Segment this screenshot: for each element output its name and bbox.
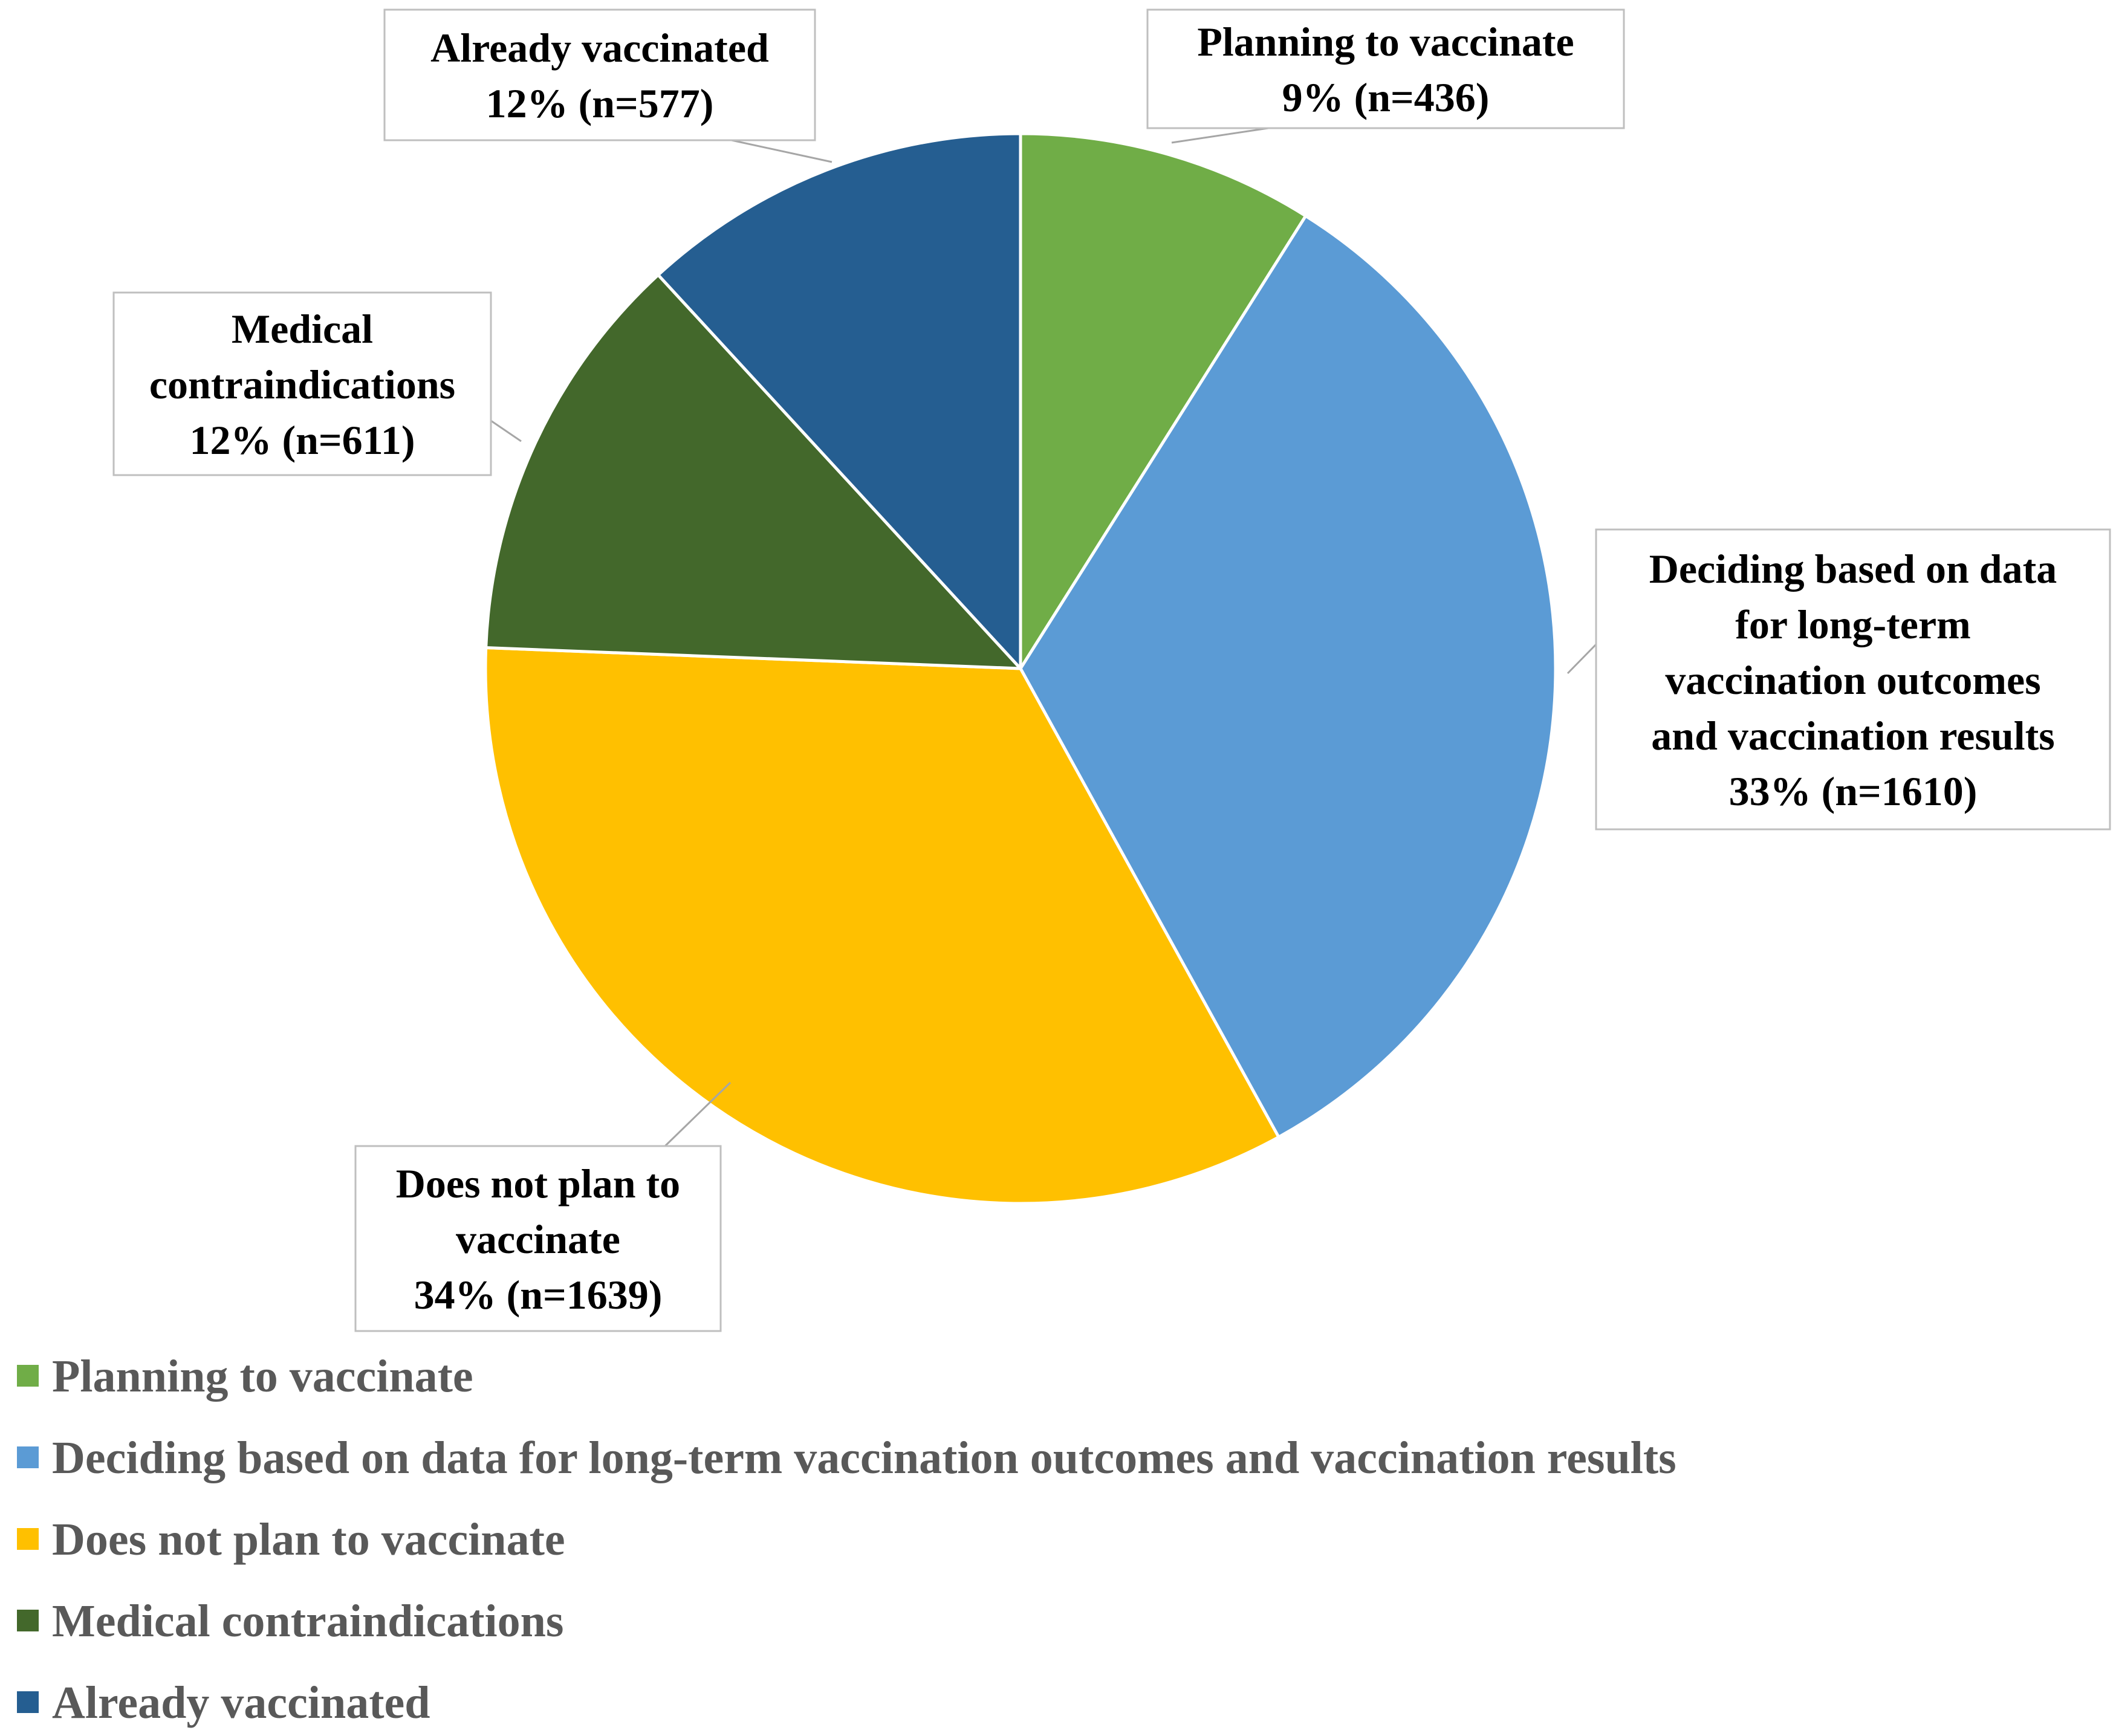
legend-swatch [17,1365,39,1387]
callout-planning-to-vaccinate: Planning to vaccinate 9% (n=436) [1146,8,1625,129]
callout-does-not-plan-to-vaccinate: Does not plan to vaccinate 34% (n=1639) [354,1145,722,1332]
callout-box [354,1145,722,1332]
data-label: 9% (n=436) [1282,74,1490,120]
callout-already-vaccinated: Already vaccinated 12% (n=577) [383,8,816,141]
legend-label: Already vaccinated [52,1677,430,1728]
data-label: for long-term [1735,601,1971,647]
data-label: vaccinate [456,1216,620,1262]
callout-box [1146,8,1625,129]
data-label: vaccination outcomes [1665,657,2040,703]
data-label: Does not plan to [396,1161,680,1206]
data-label: Medical [232,306,373,352]
callouts: Planning to vaccinate 9% (n=436) Deciding … [112,8,2111,1332]
pie-slice-does-not-plan-to-vaccinate [484,646,1280,1205]
callout-deciding-based-on-data-for-long-term-vaccination-outcomes-and-vaccination-results: Deciding based on data for long-term vacci… [1595,528,2111,831]
callout-medical-contraindications: Medical contraindications 12% (n=611) [112,291,492,476]
data-label: 12% (n=577) [486,80,714,126]
legend-label: Deciding based on data for long-term vac… [52,1433,1676,1483]
data-label: Deciding based on data [1649,546,2057,592]
legend-swatch [17,1528,39,1550]
pie-slice-already-vaccinated [657,132,1022,670]
legend-swatch [17,1446,39,1468]
legend-label: Planning to vaccinate [52,1351,473,1402]
pie-slice-deciding-based-on-data-for-long-term-vaccination-outcomes-and-vaccination-results [1019,214,1557,1139]
callout-box [112,291,492,476]
pie-slice-medical-contraindications [484,273,1022,670]
callout-box [1595,528,2111,831]
pie-slices [484,132,1557,1205]
data-label: 34% (n=1639) [414,1272,663,1318]
callout-leader-does-not-plan-to-vaccinate [664,1081,732,1147]
data-label: 12% (n=611) [189,417,415,463]
data-label: contraindications [149,361,455,407]
callout-leader-medical-contraindications [490,419,522,442]
pie-slice-planning-to-vaccinate [1019,132,1308,670]
data-label: Already vaccinated [430,25,769,71]
legend: Planning to vaccinate Deciding based on d… [17,1351,1676,1728]
legend-item-planning-to-vaccinate: Planning to vaccinate [17,1351,473,1402]
legend-label: Medical contraindications [52,1596,564,1647]
callout-leader-planning-to-vaccinate [1171,127,1269,144]
legend-swatch [17,1691,39,1713]
legend-item-already-vaccinated: Already vaccinated [17,1677,430,1728]
callout-leader-deciding-based-on-data-for-long-term-vaccination-outcomes-and-vaccination-results [1566,643,1597,675]
legend-label: Does not plan to vaccinate [52,1514,565,1565]
legend-item-medical-contraindications: Medical contraindications [17,1596,564,1647]
data-label: and vaccination results [1651,713,2054,759]
legend-item-deciding-based-on-data-for-long-term-vaccination-outcomes-and-vaccination-results: Deciding based on data for long-term vac… [17,1433,1676,1483]
callout-leaders [490,127,1597,1147]
data-label: 33% (n=1610) [1729,768,1978,814]
legend-item-does-not-plan-to-vaccinate: Does not plan to vaccinate [17,1514,565,1565]
callout-box [383,8,816,141]
callout-leader-already-vaccinated [731,139,832,163]
data-label: Planning to vaccinate [1197,19,1574,65]
legend-swatch [17,1610,39,1631]
